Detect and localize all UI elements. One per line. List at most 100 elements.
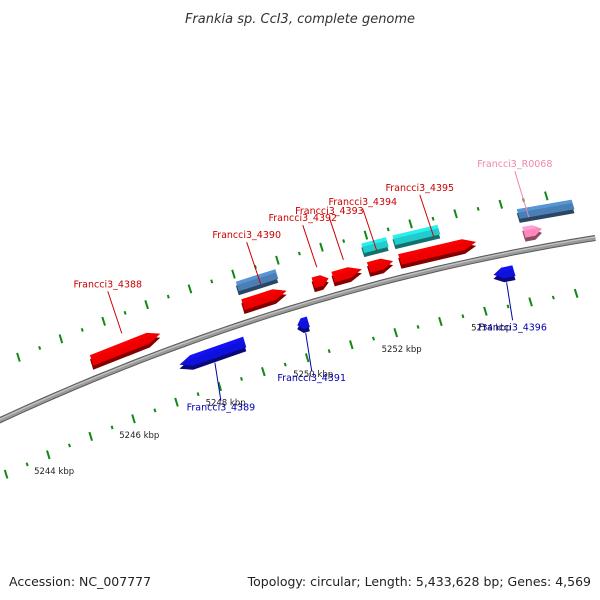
gene-Francci3_4395 bbox=[398, 239, 477, 269]
lower-tick-row-tick bbox=[240, 377, 243, 381]
gene-label-Francci3_4388: Francci3_4388 bbox=[74, 279, 143, 290]
upper-tick-row-tick bbox=[408, 219, 413, 229]
gene-label-Francci3_4394: Francci3_4394 bbox=[329, 197, 398, 208]
leader-Francci3_4391 bbox=[305, 333, 313, 372]
gene-label-Francci3_4391: Francci3_4391 bbox=[277, 373, 346, 384]
upper-tick-row-tick bbox=[297, 251, 301, 256]
lower-tick-row-tick bbox=[483, 306, 488, 316]
lower-tick-row-tick bbox=[283, 362, 287, 367]
upper-tick-row-tick bbox=[16, 352, 21, 362]
scale-label: 5244 kbp bbox=[34, 467, 74, 477]
upper-tick-row-tick bbox=[498, 199, 504, 209]
feature-cyan-1-highlight bbox=[392, 224, 439, 239]
gene-Francci3_4390 bbox=[241, 289, 287, 314]
gene-label-Francci3_4396: Francci3_4396 bbox=[478, 322, 547, 333]
gene-Francci3_4396 bbox=[493, 265, 516, 283]
lower-tick-row-tick bbox=[88, 431, 93, 441]
leader-Francci3_4396 bbox=[506, 282, 514, 321]
lower-tick-row-tick bbox=[506, 304, 510, 309]
gene-Francci3_4388 bbox=[90, 332, 161, 370]
tick-layer: 5244 kbp 5246 kbp 5248 kbp 5250 kbp 5252 kbp… bbox=[3, 191, 579, 479]
upper-tick-row-tick bbox=[544, 191, 549, 201]
upper-tick-row-tick bbox=[144, 300, 149, 310]
label-layer: Francci3_4388 Francci3_4389 Francci3_4390 F… bbox=[74, 159, 553, 414]
lower-tick-row-tick bbox=[528, 297, 533, 307]
leader-Francci3_4390 bbox=[246, 242, 262, 285]
feature-steel-3 bbox=[516, 199, 575, 223]
lower-tick-row-tick bbox=[304, 353, 310, 363]
scale-label: 5246 kbp bbox=[119, 431, 159, 441]
feature-steel-2 bbox=[235, 269, 279, 296]
upper-tick-row-tick bbox=[319, 242, 324, 252]
lower-tick-row-tick bbox=[131, 414, 136, 424]
gene-Francci3_4394-highlight bbox=[367, 258, 386, 266]
gene-Francci3_4393-highlight bbox=[331, 267, 354, 276]
gene-Francci3_4391 bbox=[297, 316, 310, 333]
gene-Francci3_4395-highlight bbox=[398, 239, 468, 258]
feature-cyan-1 bbox=[392, 224, 441, 250]
backbone-highlight bbox=[0, 236, 596, 420]
gene-Francci3_4392 bbox=[311, 275, 329, 293]
lower-tick-row-tick bbox=[3, 469, 9, 479]
lower-tick-row-tick bbox=[461, 314, 465, 319]
upper-tick-row-tick bbox=[101, 316, 106, 326]
gene-Francci3_4388-highlight bbox=[90, 332, 152, 359]
gene-layer bbox=[90, 225, 542, 370]
accession-text: Accession: NC_007777 bbox=[9, 574, 151, 589]
leader-Francci3_4388 bbox=[107, 291, 123, 334]
upper-tick-row-tick bbox=[476, 206, 480, 211]
scale-label: 5254 kbp bbox=[471, 323, 511, 333]
lower-tick-row-tick bbox=[261, 367, 266, 377]
leader-Francci3_4393 bbox=[328, 217, 344, 260]
lower-tick-row-tick bbox=[217, 381, 223, 392]
upper-tick-row-tick bbox=[231, 269, 236, 279]
feature-steel-3-highlight bbox=[516, 199, 573, 213]
leader-Francci3_4389 bbox=[214, 362, 222, 401]
gene-label-Francci3_4393: Francci3_4393 bbox=[295, 206, 364, 217]
lower-tick-row-tick bbox=[438, 316, 443, 327]
upper-tick-row-tick bbox=[80, 327, 84, 332]
gene-Francci3_4389-highlight bbox=[186, 336, 245, 361]
gene-Francci3_4388-face bbox=[90, 332, 161, 366]
gene-Francci3_4395-face bbox=[398, 239, 477, 265]
scale-label: 5248 kbp bbox=[206, 399, 246, 409]
upper-tick-row-tick bbox=[275, 255, 280, 265]
lower-tick-row-tick bbox=[25, 462, 29, 467]
lower-tick-row-tick bbox=[46, 450, 51, 460]
lower-tick-row-tick bbox=[327, 349, 331, 354]
lower-tick-row-tick bbox=[153, 408, 157, 413]
gene-Francci3_4389 bbox=[179, 336, 247, 370]
gene-Francci3_R0068-highlight bbox=[522, 225, 537, 231]
lower-tick-row-tick bbox=[416, 324, 420, 329]
lower-tick-row-tick bbox=[110, 425, 114, 430]
upper-tick-row-tick bbox=[386, 227, 390, 232]
lower-tick-row-tick bbox=[393, 328, 399, 338]
upper-tick-row-tick bbox=[166, 294, 170, 299]
gene-label-Francci3_4390: Francci3_4390 bbox=[212, 230, 281, 241]
lower-tick-row-tick bbox=[551, 295, 555, 300]
upper-tick-row-tick bbox=[187, 284, 193, 294]
feature-layer bbox=[235, 199, 575, 296]
gene-Francci3_R0068 bbox=[522, 225, 542, 242]
upper-tick-row-tick bbox=[38, 345, 42, 350]
gene-Francci3_4392-highlight bbox=[311, 275, 324, 282]
lower-tick-row-tick bbox=[573, 288, 579, 298]
gene-Francci3_4394 bbox=[367, 258, 394, 277]
leader-Francci3_4392 bbox=[302, 225, 318, 268]
lower-tick-row-tick bbox=[174, 397, 179, 407]
upper-tick-row-tick bbox=[431, 216, 435, 221]
leader-Francci3_4395 bbox=[419, 194, 435, 238]
backbone-layer bbox=[0, 235, 596, 424]
upper-tick-row-tick bbox=[123, 310, 127, 315]
backbone-line bbox=[0, 236, 596, 423]
lower-tick-row-tick bbox=[372, 336, 375, 341]
map-title: Frankia sp. CcI3, complete genome bbox=[185, 12, 415, 27]
upper-tick-row-tick bbox=[453, 209, 458, 219]
lower-tick-row-tick bbox=[68, 443, 71, 448]
lower-tick-row-tick bbox=[349, 340, 354, 350]
scale-label: 5250 kbp bbox=[293, 370, 333, 380]
leader-Francci3_4394 bbox=[362, 208, 378, 252]
genome-summary-text: Topology: circular; Length: 5,433,628 bp… bbox=[247, 574, 591, 589]
upper-tick-row-tick bbox=[342, 239, 346, 243]
